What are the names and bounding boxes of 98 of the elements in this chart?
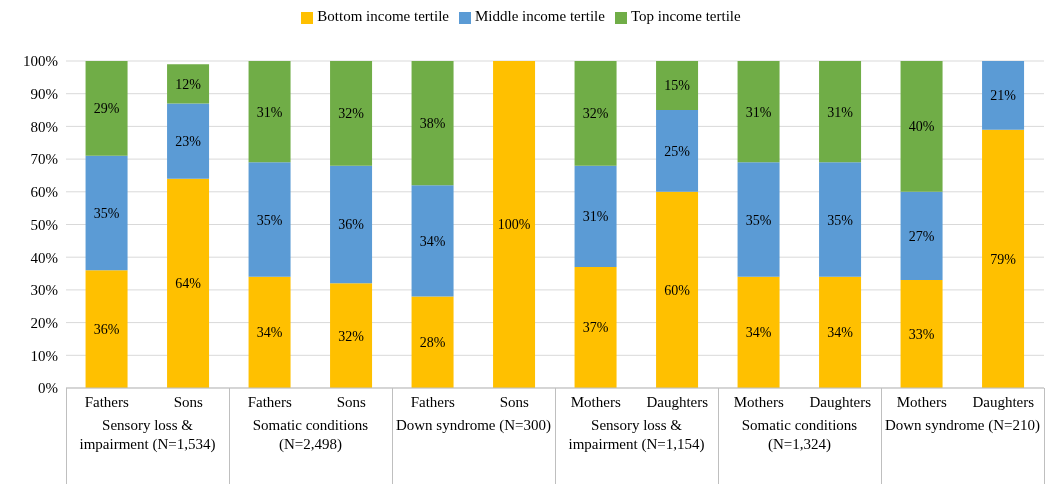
data-label: 29% — [93, 101, 120, 117]
bar — [248, 162, 291, 277]
x-tick-label: Mothers — [896, 393, 947, 410]
x-tick-label: Fathers — [410, 393, 455, 410]
bar — [85, 270, 128, 388]
bar — [85, 61, 128, 156]
bar — [656, 191, 699, 388]
data-label: 34% — [419, 233, 446, 249]
bar — [411, 185, 454, 297]
data-label: 32% — [338, 106, 365, 122]
data-label: 36% — [93, 322, 120, 338]
data-label: 31% — [745, 104, 772, 120]
bar — [167, 178, 210, 388]
y-tick-label: 30% — [30, 282, 58, 299]
data-label: 12% — [175, 76, 202, 92]
legend-label: Top income tertile — [630, 8, 741, 24]
bar — [982, 129, 1025, 388]
text: Sensory loss & impairment (N=1,154) — [567, 416, 706, 454]
data-label: 37% — [582, 320, 609, 336]
data-label: 23% — [175, 134, 202, 150]
text: Sensory loss & impairment (N=1,534) — [78, 416, 217, 454]
bar — [900, 191, 943, 281]
bar — [493, 61, 536, 388]
data-label: 15% — [664, 78, 691, 94]
x-tick-label: Mothers — [733, 393, 784, 410]
data-label: 40% — [908, 119, 935, 135]
bar — [737, 162, 780, 277]
y-tick-label: 90% — [30, 86, 58, 103]
x-tick-label: Daughters — [972, 393, 1035, 410]
x-tick-label: Sons — [499, 393, 529, 410]
bar — [330, 165, 373, 284]
data-label: 38% — [419, 116, 446, 132]
data-label: 32% — [582, 106, 609, 122]
data-label: 35% — [827, 212, 854, 228]
y-tick-label: 20% — [30, 314, 58, 331]
bar — [85, 155, 128, 271]
bar — [819, 276, 862, 388]
legend-label: Middle income tertile — [474, 8, 605, 24]
data-label: 64% — [175, 276, 202, 292]
bar — [737, 276, 780, 388]
x-tick-label: Sons — [336, 393, 366, 410]
y-tick-label: 10% — [30, 347, 58, 364]
data-label: 36% — [338, 217, 365, 233]
y-tick-label: 40% — [30, 249, 58, 266]
x-tick-label: Fathers — [247, 393, 292, 410]
y-tick-label: 60% — [30, 184, 58, 201]
data-label: 79% — [990, 251, 1017, 267]
text: Somatic conditions (N=1,324) — [740, 416, 859, 454]
bar — [411, 61, 454, 186]
x-tick-label: Daughters — [646, 393, 709, 410]
data-label: 27% — [908, 228, 935, 244]
data-label: 35% — [256, 212, 283, 228]
bar — [574, 165, 617, 268]
bar — [900, 280, 943, 388]
data-label: 34% — [827, 325, 854, 341]
y-tick-label: 100% — [23, 53, 58, 70]
y-tick-label: 50% — [30, 216, 58, 233]
bar — [167, 103, 210, 179]
data-label: 32% — [338, 328, 365, 344]
bar — [248, 61, 291, 163]
text: Somatic conditions (N=2,498) — [251, 416, 370, 454]
data-label: 28% — [419, 335, 446, 351]
bar — [982, 61, 1025, 130]
x-tick-label: Sons — [173, 393, 203, 410]
y-tick-label: 80% — [30, 118, 58, 135]
data-label: 60% — [664, 282, 691, 298]
y-tick-label: 70% — [30, 151, 58, 168]
data-label: 34% — [745, 325, 772, 341]
data-label: 35% — [745, 212, 772, 228]
text: Down syndrome (N=210) — [883, 416, 1042, 435]
bar — [248, 276, 291, 388]
bar — [574, 267, 617, 388]
bar — [574, 61, 617, 166]
data-label: 100% — [497, 217, 531, 233]
text: Down syndrome (N=300) — [394, 416, 553, 435]
y-tick-label: 0% — [38, 380, 58, 397]
bar — [656, 61, 699, 111]
bar — [411, 296, 454, 388]
bar — [819, 162, 862, 277]
x-tick-label: Fathers — [84, 393, 129, 410]
bar — [167, 64, 210, 104]
data-label: 33% — [908, 327, 935, 343]
bar — [330, 283, 373, 388]
data-label: 31% — [827, 104, 854, 120]
bar — [737, 61, 780, 163]
legend-label: Bottom income tertile — [317, 8, 449, 24]
data-label: 21% — [990, 88, 1017, 104]
bar — [656, 110, 699, 192]
x-tick-label: Daughters — [809, 393, 872, 410]
data-label: 25% — [664, 143, 691, 159]
bar — [819, 61, 862, 163]
data-label: 34% — [256, 325, 283, 341]
bar — [330, 61, 373, 166]
bar — [900, 61, 943, 192]
x-tick-label: Mothers — [570, 393, 621, 410]
data-label: 31% — [256, 104, 283, 120]
data-label: 35% — [93, 206, 120, 222]
data-label: 31% — [582, 209, 609, 225]
